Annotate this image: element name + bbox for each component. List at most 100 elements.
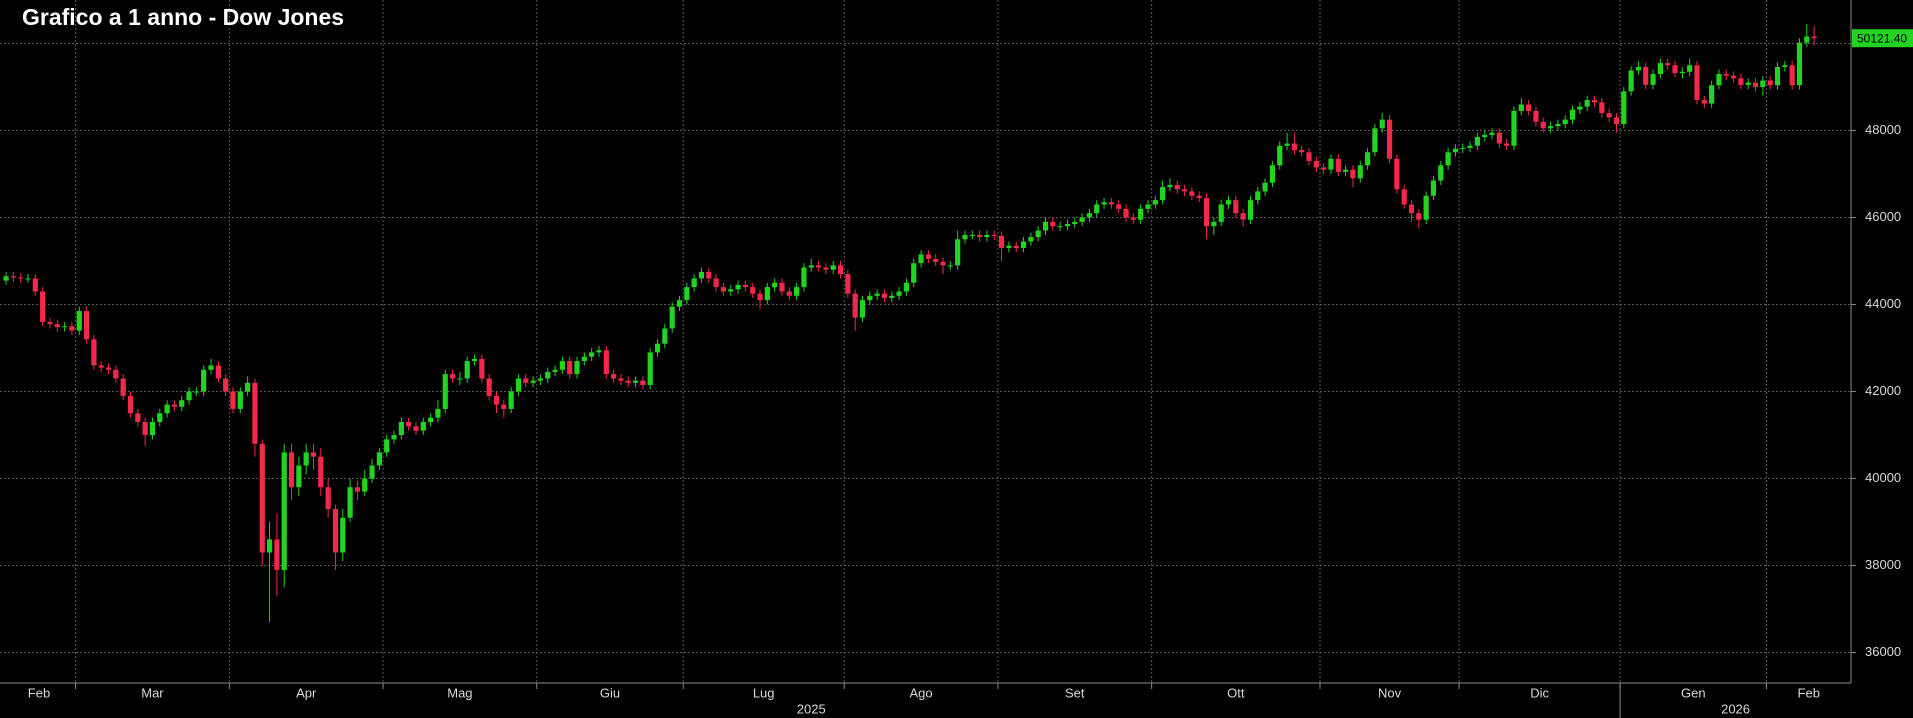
candle-body [1584,100,1590,107]
candle-body [1687,65,1693,72]
candle-body [1218,204,1224,222]
candle-body [750,287,756,294]
candle-body [1760,80,1766,88]
candle-body [98,365,104,368]
candle-body [589,352,595,357]
candle-body [742,284,748,288]
candle-body [479,358,485,379]
candle-body [113,369,119,379]
candle-body [1372,128,1378,153]
candle-body [654,343,661,353]
candle-body [1547,126,1554,129]
candle-body [391,435,397,440]
candle-body [1174,184,1180,190]
candle-body [1116,204,1122,209]
candle-body [1079,217,1085,222]
candle-body [1203,197,1210,227]
candle-body [845,274,851,294]
candle-body [471,358,478,362]
candle-body [918,254,924,264]
candle-body [596,350,602,353]
y-tick-label: 38000 [1865,557,1901,572]
candle-body [493,395,500,405]
candle-body [1343,169,1349,172]
y-tick-label: 44000 [1865,296,1901,311]
candle-body [376,452,382,466]
candle-body [464,361,470,379]
candle-body [1613,117,1620,124]
candle-body [1233,200,1239,214]
candle-body [325,487,331,509]
candle-body [662,328,668,344]
candle-body [201,369,207,392]
candle-body [32,278,38,292]
candle-body [1064,224,1071,227]
candle-body [1020,241,1027,248]
candle-body [735,284,741,290]
candle-body [669,306,675,329]
candle-body [1108,202,1114,205]
candle-body [837,265,844,275]
candle-body [1621,91,1627,124]
candle-body [947,265,953,267]
candle-body [449,374,456,379]
candle-body [1291,143,1297,151]
candle-body [786,291,792,296]
candle-body [1665,63,1671,66]
candle-body [1811,36,1817,39]
candle-body [1299,150,1305,153]
candle-body [1540,121,1546,129]
x-tick-label: Lug [753,685,775,700]
candle-body [1430,180,1437,196]
candle-body [1123,208,1129,218]
candle-body [296,465,302,488]
candle-body [1782,65,1788,67]
candle-body [1160,187,1166,201]
candle-body [794,287,800,296]
candle-body [1672,65,1678,74]
y-tick-label: 48000 [1865,122,1901,137]
candle-body [874,293,880,296]
candle-body [1357,165,1363,179]
candle-body [1057,226,1063,228]
candle-body [1606,113,1612,118]
candle-body [1167,184,1173,188]
candle-body [54,324,60,328]
candle-body [354,487,361,492]
candle-body [801,267,807,288]
candle-body [1796,42,1803,86]
candle-body [998,235,1005,248]
candle-body [955,239,961,266]
candle-body [120,378,126,396]
candle-body [1306,152,1312,161]
candle-body [1328,158,1334,170]
candle-body [164,404,170,414]
candle-body [1774,66,1781,86]
candle-body [208,365,214,370]
candle-body [1657,63,1663,74]
candle-body [62,326,68,328]
candle-body [1379,119,1385,129]
candle-body [1496,132,1502,144]
candle-body [706,271,712,279]
candle-body [1086,213,1093,218]
candle-body [903,282,910,292]
x-tick-label: Giu [600,685,620,700]
x-tick-label: Gen [1681,685,1706,700]
candle-body [1745,82,1751,85]
candle-body [223,378,229,392]
candle-body [1394,158,1400,190]
candle-body [537,378,544,381]
candle-body [1152,200,1158,205]
candle-body [1438,165,1444,181]
candle-body [1247,200,1254,220]
candle-body [369,465,375,479]
candle-body [1694,65,1700,101]
candle-body [757,293,763,301]
candle-body [1569,109,1576,120]
candle-body [889,295,895,298]
candle-body [1035,230,1041,238]
candle-body [530,380,536,383]
candle-body [1701,100,1707,104]
